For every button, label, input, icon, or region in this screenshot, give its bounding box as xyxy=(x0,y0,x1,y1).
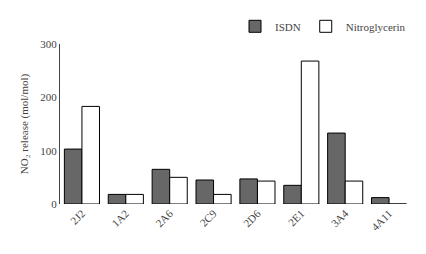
svg-text:4A11: 4A11 xyxy=(369,207,394,232)
svg-text:2E1: 2E1 xyxy=(286,207,307,228)
svg-text:NO₂ release (mol/mol): NO₂ release (mol/mol) xyxy=(18,73,31,174)
svg-text:200: 200 xyxy=(40,91,57,103)
svg-text:0: 0 xyxy=(51,198,57,210)
svg-text:100: 100 xyxy=(40,145,57,157)
svg-text:1A2: 1A2 xyxy=(109,207,131,229)
svg-text:300: 300 xyxy=(40,38,57,50)
svg-text:2A6: 2A6 xyxy=(153,207,175,229)
svg-text:Nitroglycerin: Nitroglycerin xyxy=(346,21,406,33)
svg-text:2J2: 2J2 xyxy=(68,207,87,226)
svg-text:3A4: 3A4 xyxy=(329,207,351,229)
svg-text:2D6: 2D6 xyxy=(241,207,263,229)
svg-text:ISDN: ISDN xyxy=(275,21,301,33)
svg-text:2C9: 2C9 xyxy=(197,207,219,229)
